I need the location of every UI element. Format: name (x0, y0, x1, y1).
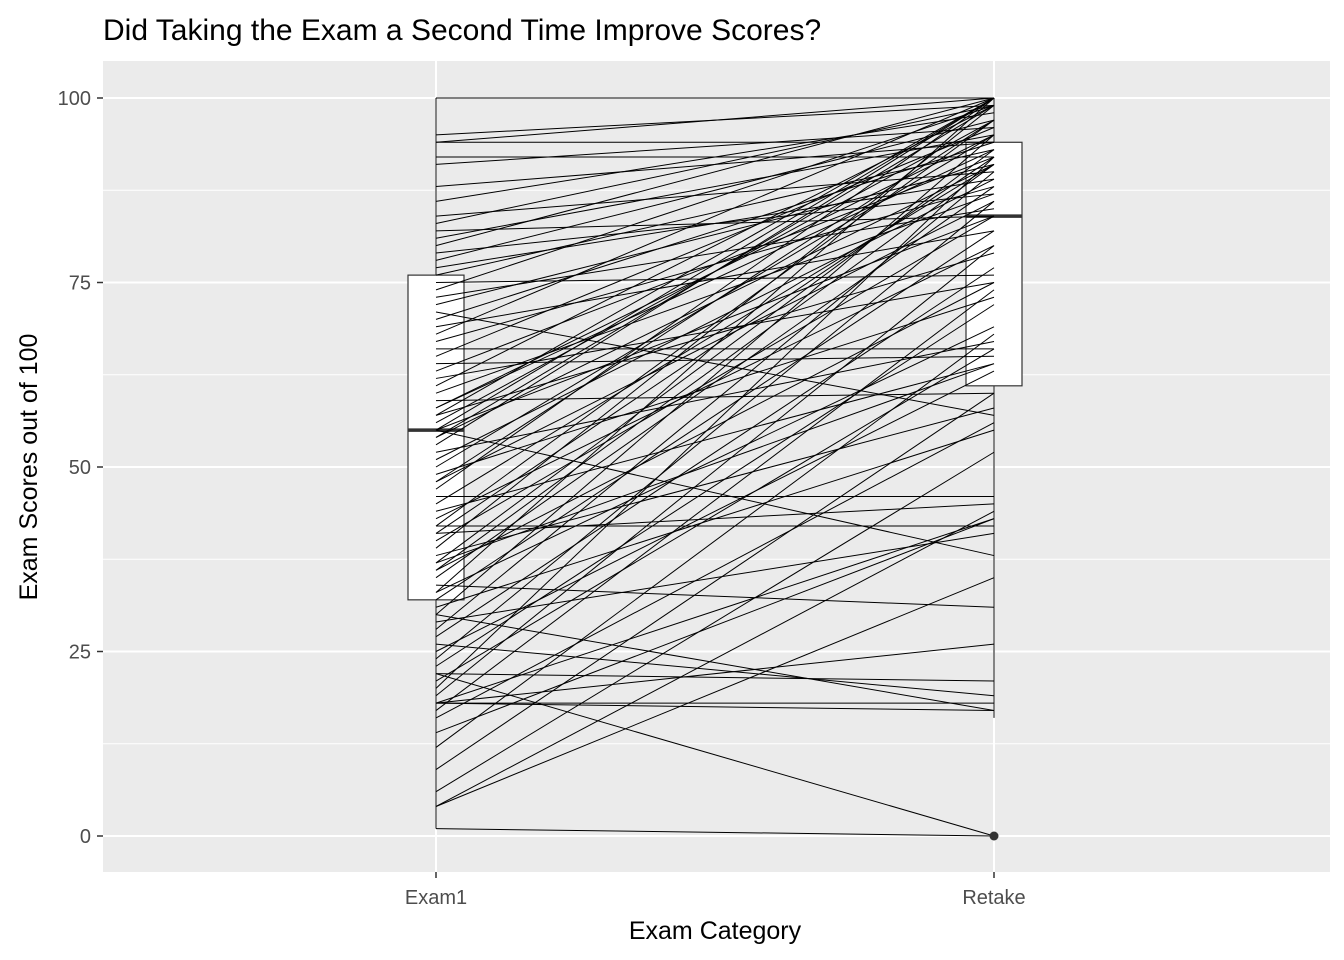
paired-score-line (435, 370, 995, 652)
paired-score-line (435, 252, 995, 416)
paired-score-line (435, 614, 995, 712)
paired-score-line (435, 407, 995, 557)
paired-score-line (435, 141, 995, 188)
paired-score-line (435, 643, 995, 704)
y-tick-label: 100 (58, 88, 91, 110)
paired-score-line (435, 230, 995, 601)
paired-score-line (435, 245, 995, 697)
paired-score-line (435, 104, 995, 136)
paired-score-line (435, 518, 995, 704)
paired-score-line (435, 518, 995, 734)
paired-score-line (435, 215, 995, 431)
paired-score-line (435, 532, 995, 623)
paired-score-line (435, 200, 995, 660)
paired-score-line (435, 363, 995, 512)
paired-score-line (435, 134, 995, 239)
paired-score-line (435, 673, 995, 682)
y-axis-title: Exam Scores out of 100 (15, 334, 43, 601)
paired-score-line (435, 127, 995, 165)
paired-score-line (435, 208, 995, 298)
paired-score-line (435, 304, 995, 667)
paired-score-line (435, 392, 995, 402)
x-tick-label: Exam1 (405, 887, 467, 909)
paired-score-line (435, 828, 995, 837)
paired-score-line (435, 311, 995, 416)
y-tick-label: 50 (69, 457, 91, 479)
y-tick-label: 75 (69, 273, 91, 295)
paired-score-line (435, 577, 995, 807)
paired-score-line (435, 510, 995, 807)
axis-layer: 0 25 50 75 100 Exam1 Retake (58, 88, 1026, 909)
paired-score-line (435, 193, 995, 394)
paired-score-line (435, 673, 995, 837)
paired-score-line (435, 200, 995, 483)
paired-score-line (435, 134, 995, 615)
paired-score-line (435, 363, 995, 564)
paired-score-line (435, 127, 995, 357)
paired-score-line (435, 643, 995, 697)
paired-score-line (435, 503, 995, 534)
outlier-layer (989, 831, 999, 841)
paired-score-line (435, 141, 995, 320)
x-tick-label: Retake (962, 887, 1025, 909)
paired-lines-layer (435, 97, 995, 837)
paired-score-line (435, 422, 995, 719)
outlier-point (989, 831, 999, 841)
paired-score-line (435, 164, 995, 571)
x-axis-title: Exam Category (629, 917, 802, 945)
paired-score-line (435, 97, 995, 431)
paired-score-line (435, 274, 995, 283)
paired-score-line (435, 429, 995, 557)
paired-score-line (435, 584, 995, 608)
paired-score-line (435, 702, 995, 712)
y-tick-label: 0 (80, 826, 91, 848)
paired-score-line (435, 282, 995, 571)
paired-score-line (435, 333, 995, 748)
paired-score-line (435, 156, 995, 689)
paired-score-line (435, 326, 995, 593)
y-tick-label: 25 (69, 642, 91, 664)
paired-score-line (435, 119, 995, 261)
paired-score-line (435, 171, 995, 217)
paired-score-line (435, 134, 995, 409)
paired-score-line (435, 215, 995, 232)
paired-score-line (435, 104, 995, 291)
paired-score-line (435, 245, 995, 520)
paired-score-line (435, 392, 995, 770)
chart-title: Did Taking the Exam a Second Time Improv… (103, 14, 821, 47)
paired-score-line (435, 149, 995, 276)
paired-score-line (435, 156, 995, 534)
paired-score-line (435, 97, 995, 335)
paired-score-line (435, 178, 995, 461)
paired-score-line (435, 296, 995, 475)
paired-score-line (435, 348, 995, 682)
paired-score-line (435, 267, 995, 638)
